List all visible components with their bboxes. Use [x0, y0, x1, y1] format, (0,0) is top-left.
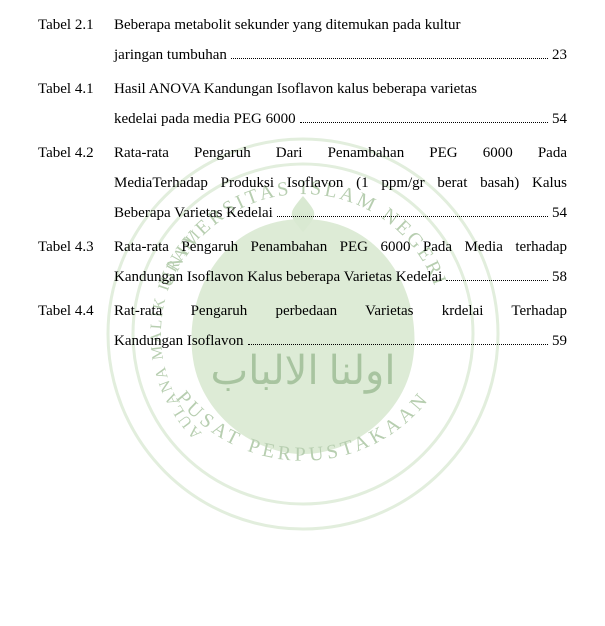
- entry-body: Beberapa metabolit sekunder yang ditemuk…: [114, 10, 567, 70]
- entry-text: kedelai pada media PEG 6000: [114, 104, 296, 134]
- entry-line: Beberapa metabolit sekunder yang ditemuk…: [114, 10, 567, 40]
- entry-line: Hasil ANOVA Kandungan Isoflavon kalus be…: [114, 74, 567, 104]
- page-number: 23: [552, 40, 567, 70]
- page-number: 58: [552, 262, 567, 292]
- leader-dots: [248, 331, 548, 346]
- leader-dots: [300, 109, 548, 124]
- entry-text: jaringan tumbuhan: [114, 40, 227, 70]
- table-label: Tabel 4.3: [38, 232, 114, 262]
- entry-body: Hasil ANOVA Kandungan Isoflavon kalus be…: [114, 74, 567, 134]
- entry-text: Beberapa Varietas Kedelai: [114, 198, 273, 228]
- entry-line: Rat-rata Pengaruh perbedaan Varietas krd…: [114, 296, 567, 326]
- table-of-tables: Tabel 2.1Beberapa metabolit sekunder yan…: [0, 0, 605, 356]
- leader-dots: [446, 267, 548, 282]
- table-label: Tabel 4.4: [38, 296, 114, 326]
- entry-last-line: Kandungan Isoflavon 59: [114, 326, 567, 356]
- entry-last-line: Beberapa Varietas Kedelai 54: [114, 198, 567, 228]
- entry-body: Rata-rata Pengaruh Dari Penambahan PEG 6…: [114, 138, 567, 228]
- entry-line: Rata-rata Pengaruh Dari Penambahan PEG 6…: [114, 138, 567, 168]
- watermark-text-bottom: PUSAT PERPUSTAKAAN: [171, 387, 434, 466]
- leader-dots: [231, 45, 548, 60]
- leader-dots: [277, 203, 548, 218]
- entry-line: MediaTerhadap Produksi Isoflavon (1 ppm/…: [114, 168, 567, 198]
- page-number: 54: [552, 198, 567, 228]
- entry-text: Kandungan Isoflavon Kalus beberapa Varie…: [114, 262, 442, 292]
- toc-entry: Tabel 4.3 Rata-rata Pengaruh Penambahan …: [38, 232, 567, 292]
- toc-entry: Tabel 4.4 Rat-rata Pengaruh perbedaan Va…: [38, 296, 567, 356]
- svg-text:PUSAT PERPUSTAKAAN: PUSAT PERPUSTAKAAN: [171, 387, 434, 466]
- toc-entry: Tabel 2.1Beberapa metabolit sekunder yan…: [38, 10, 567, 70]
- table-label: Tabel 4.1: [38, 74, 114, 104]
- entry-last-line: Kandungan Isoflavon Kalus beberapa Varie…: [114, 262, 567, 292]
- entry-last-line: jaringan tumbuhan 23: [114, 40, 567, 70]
- toc-entry: Tabel 4.2 Rata-rata Pengaruh Dari Penamb…: [38, 138, 567, 228]
- table-label: Tabel 2.1: [38, 10, 114, 40]
- entry-text: Kandungan Isoflavon: [114, 326, 244, 356]
- page-number: 54: [552, 104, 567, 134]
- entry-body: Rata-rata Pengaruh Penambahan PEG 6000 P…: [114, 232, 567, 292]
- entry-last-line: kedelai pada media PEG 6000 54: [114, 104, 567, 134]
- toc-entry: Tabel 4.1Hasil ANOVA Kandungan Isoflavon…: [38, 74, 567, 134]
- page-number: 59: [552, 326, 567, 356]
- table-label: Tabel 4.2: [38, 138, 114, 168]
- entry-line: Rata-rata Pengaruh Penambahan PEG 6000 P…: [114, 232, 567, 262]
- entry-body: Rat-rata Pengaruh perbedaan Varietas krd…: [114, 296, 567, 356]
